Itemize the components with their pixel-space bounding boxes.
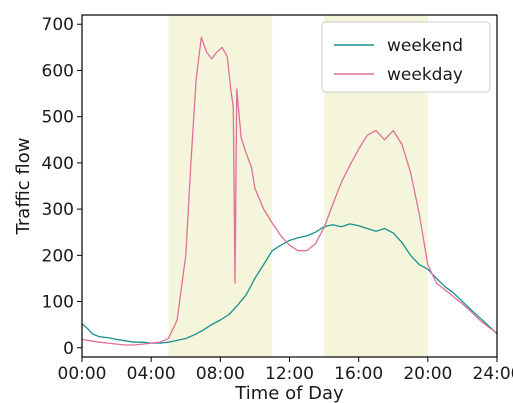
y-tick-label: 400: [42, 154, 74, 174]
x-tick-label: 24:00: [473, 364, 513, 384]
y-axis-ticks: 0 100 200 300 400 500 600 700: [42, 15, 82, 359]
y-tick-label: 600: [42, 61, 74, 81]
y-tick-label: 700: [42, 15, 74, 35]
x-tick-label: 16:00: [334, 364, 383, 384]
legend-label-weekend: weekend: [387, 36, 463, 56]
x-tick-label: 00:00: [58, 364, 107, 384]
series-lines: [81, 36, 498, 346]
x-axis-title: Time of Day: [234, 383, 344, 403]
x-tick-label: 12:00: [265, 364, 314, 384]
series-line-weekday: [81, 36, 498, 346]
y-axis-title: Traffic flow: [13, 138, 34, 236]
x-tick-label: 20:00: [403, 364, 452, 384]
x-axis-ticks: 00:00 04:00 08:00 12:00 16:00 20:00 24:00: [58, 357, 513, 384]
y-tick-label: 100: [42, 293, 74, 313]
legend: weekend weekday: [321, 21, 491, 93]
y-tick-label: 300: [42, 200, 74, 220]
x-tick-label: 04:00: [127, 364, 176, 384]
x-tick-label: 08:00: [196, 364, 245, 384]
legend-label-weekday: weekday: [387, 65, 463, 85]
shaded-region-1: [168, 15, 273, 357]
series-line-weekend: [81, 223, 498, 344]
y-tick-label: 0: [63, 339, 74, 359]
y-tick-label: 500: [42, 108, 74, 128]
y-tick-label: 200: [42, 246, 74, 266]
